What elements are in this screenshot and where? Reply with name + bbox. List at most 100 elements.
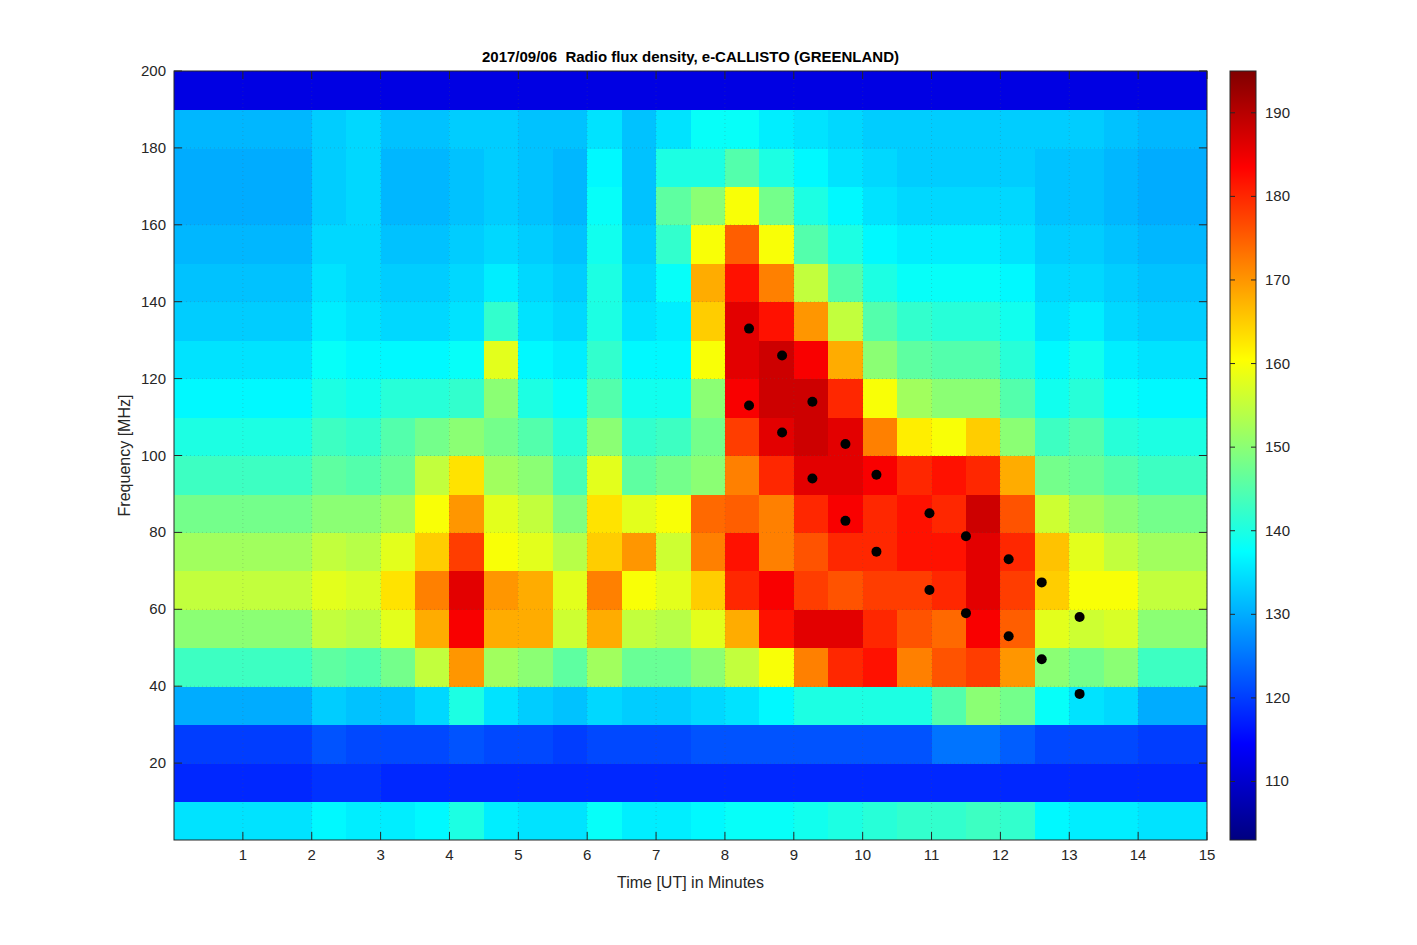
heatmap-cell	[277, 456, 312, 495]
heatmap-cell	[381, 302, 416, 341]
heatmap-cell	[174, 148, 209, 187]
heatmap-cell	[828, 456, 863, 495]
heatmap-cell	[312, 148, 347, 187]
heatmap-cell	[622, 263, 657, 302]
heatmap-cell	[622, 456, 657, 495]
heatmap-cell	[1104, 456, 1139, 495]
heatmap-cell	[622, 148, 657, 187]
heatmap-cell	[208, 340, 243, 379]
heatmap-cell	[897, 456, 932, 495]
heatmap-cell	[656, 109, 691, 148]
heatmap-cell	[518, 609, 553, 648]
heatmap-cell	[208, 532, 243, 571]
y-tick-label: 80	[149, 523, 166, 540]
heatmap-cell	[725, 225, 760, 264]
heatmap-cell	[1104, 494, 1139, 533]
scatter-point	[840, 516, 850, 526]
heatmap-cell	[312, 417, 347, 456]
heatmap-cell	[518, 802, 553, 840]
x-tick-label: 7	[652, 846, 660, 863]
heatmap-cell	[1173, 71, 1207, 110]
heatmap-cell	[484, 571, 519, 610]
heatmap-cell	[449, 302, 484, 341]
heatmap-cell	[381, 571, 416, 610]
x-tick	[518, 71, 519, 79]
colorbar-tick	[1251, 363, 1256, 364]
heatmap-cell	[518, 648, 553, 687]
heatmap-cell	[312, 571, 347, 610]
heatmap-cell	[484, 648, 519, 687]
heatmap-cell	[312, 186, 347, 225]
heatmap-cell	[691, 648, 726, 687]
heatmap-cell	[208, 648, 243, 687]
scatter-point	[1037, 654, 1047, 664]
heatmap-cell	[208, 379, 243, 418]
x-tick-label: 5	[514, 846, 522, 863]
heatmap-cell	[518, 686, 553, 725]
heatmap-cell	[587, 340, 622, 379]
heatmap-cell	[277, 532, 312, 571]
heatmap-cell	[897, 148, 932, 187]
grid-line	[174, 609, 1207, 610]
heatmap-cell	[587, 686, 622, 725]
heatmap-cell	[759, 186, 794, 225]
heatmap-cell	[966, 609, 1001, 648]
heatmap-cell	[518, 571, 553, 610]
heatmap-cell	[1138, 340, 1173, 379]
heatmap-cell	[312, 648, 347, 687]
heatmap-cell	[691, 763, 726, 802]
heatmap-cell	[174, 571, 209, 610]
heatmap-cell	[725, 571, 760, 610]
heatmap-cell	[1104, 109, 1139, 148]
heatmap-cell	[863, 456, 898, 495]
heatmap-cell	[1173, 532, 1207, 571]
scatter-point	[924, 508, 934, 518]
heatmap-cell	[656, 225, 691, 264]
heatmap-cell	[932, 263, 967, 302]
heatmap-cell	[966, 686, 1001, 725]
heatmap-cell	[656, 571, 691, 610]
heatmap-cell	[1104, 379, 1139, 418]
heatmap-cell	[897, 648, 932, 687]
heatmap-cell	[863, 340, 898, 379]
y-tick	[1199, 609, 1207, 610]
heatmap-cell	[174, 609, 209, 648]
heatmap-cell	[759, 456, 794, 495]
heatmap-cell	[794, 763, 829, 802]
x-tick-label: 3	[376, 846, 384, 863]
heatmap-cell	[1035, 71, 1070, 110]
heatmap-cell	[415, 686, 450, 725]
heatmap-cell	[656, 263, 691, 302]
heatmap-cell	[1069, 225, 1104, 264]
heatmap-cell	[725, 71, 760, 110]
y-tick-label: 120	[141, 370, 166, 387]
heatmap-cell	[484, 686, 519, 725]
scatter-point	[924, 585, 934, 595]
heatmap-cell	[1035, 686, 1070, 725]
heatmap-cell	[1000, 802, 1035, 840]
heatmap-cell	[1000, 109, 1035, 148]
heatmap-cell	[381, 225, 416, 264]
heatmap-cell	[691, 302, 726, 341]
heatmap-cell	[725, 725, 760, 764]
heatmap-cell	[794, 340, 829, 379]
heatmap-cell	[863, 148, 898, 187]
colorbar-tick	[1230, 112, 1235, 113]
heatmap-cell	[1035, 648, 1070, 687]
heatmap-cell	[828, 340, 863, 379]
heatmap-cell	[932, 71, 967, 110]
heatmap-cell	[1173, 494, 1207, 533]
heatmap-cell	[208, 71, 243, 110]
heatmap-cell	[828, 302, 863, 341]
heatmap-cell	[381, 109, 416, 148]
x-tick	[311, 832, 312, 840]
heatmap-cell	[828, 686, 863, 725]
heatmap-cell	[622, 802, 657, 840]
heatmap-cell	[966, 225, 1001, 264]
heatmap-cell	[691, 148, 726, 187]
heatmap-cell	[863, 302, 898, 341]
heatmap-cell	[1069, 263, 1104, 302]
heatmap-cell	[277, 379, 312, 418]
heatmap-cell	[966, 571, 1001, 610]
heatmap-cell	[346, 263, 381, 302]
